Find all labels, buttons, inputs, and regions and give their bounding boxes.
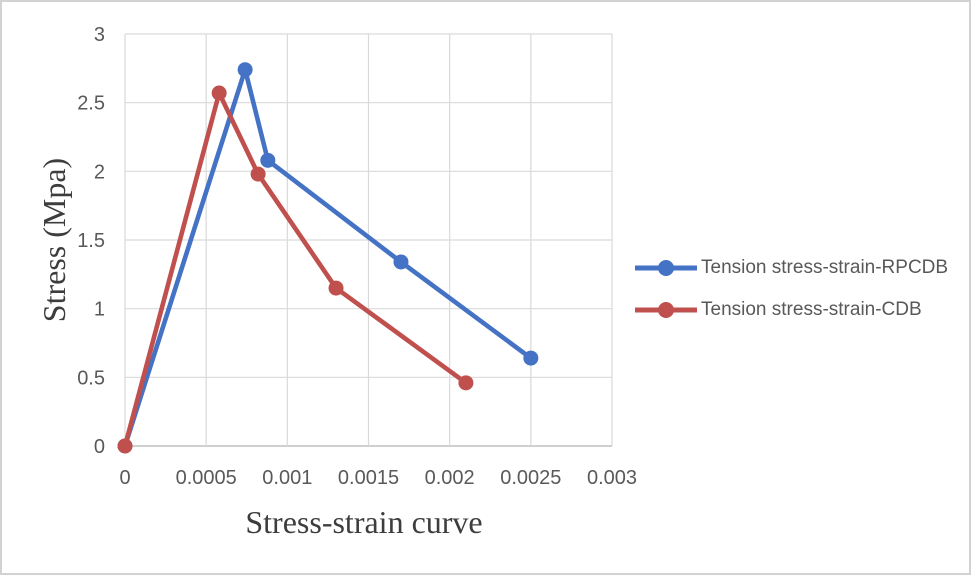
data-point-marker — [260, 152, 276, 168]
y-axis-title: Stress (Mpa) — [36, 157, 72, 323]
y-tick-label: 0.5 — [77, 367, 105, 389]
data-point-marker — [328, 280, 344, 296]
data-point-marker — [117, 438, 133, 454]
x-tick-label: 0.0015 — [338, 467, 399, 489]
data-point-marker — [458, 375, 474, 391]
series-line — [122, 67, 533, 447]
x-tick-label: 0.0005 — [176, 467, 237, 489]
y-tick-label: 0 — [94, 436, 105, 458]
x-tick-label: 0 — [119, 467, 130, 489]
series-0 — [117, 62, 539, 454]
legend-dot — [658, 302, 674, 318]
legend-label: Tension stress-strain-RPCDB — [701, 257, 949, 278]
y-tick-label: 1.5 — [77, 230, 105, 252]
x-tick-label: 0.002 — [425, 467, 475, 489]
y-tick-label: 1 — [94, 299, 105, 321]
data-point-marker — [250, 166, 266, 182]
legend-item: Tension stress-strain-RPCDB — [634, 254, 948, 282]
legend-label: Tension stress-strain-CDB — [701, 299, 922, 320]
x-tick-label: 0.003 — [587, 467, 637, 489]
data-point-marker — [393, 254, 409, 270]
data-point-marker — [237, 62, 253, 78]
legend-dot — [658, 260, 674, 276]
data-point-marker — [523, 350, 539, 366]
legend-marker-icon — [635, 260, 697, 276]
y-tick-label: 2 — [94, 161, 105, 183]
series-1 — [117, 85, 474, 454]
x-tick-label: 0.0025 — [500, 467, 561, 489]
y-tick-label: 2.5 — [77, 93, 105, 115]
chart-legend: Tension stress-strain-RPCDB Tension stres… — [634, 254, 948, 324]
x-axis-title: Stress-strain curve — [245, 504, 483, 540]
legend-item: Tension stress-strain-CDB — [634, 296, 948, 324]
data-point-marker — [211, 85, 227, 101]
x-tick-label: 0.001 — [262, 467, 312, 489]
legend-marker-icon — [635, 302, 697, 318]
y-tick-label: 3 — [94, 24, 105, 46]
